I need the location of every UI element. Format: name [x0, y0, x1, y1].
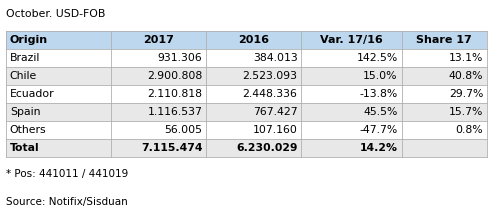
- Text: 15.7%: 15.7%: [449, 107, 483, 117]
- Text: 2.523.093: 2.523.093: [243, 71, 297, 81]
- Text: * Pos: 441011 / 441019: * Pos: 441011 / 441019: [6, 169, 128, 179]
- Text: October. USD-FOB: October. USD-FOB: [6, 9, 106, 19]
- Text: 767.427: 767.427: [253, 107, 297, 117]
- Text: Share 17: Share 17: [417, 35, 472, 45]
- Text: 7.115.474: 7.115.474: [141, 143, 202, 153]
- Bar: [6, 49, 487, 67]
- Bar: [6, 139, 487, 157]
- Text: Spain: Spain: [10, 107, 40, 117]
- Text: Var. 17/16: Var. 17/16: [320, 35, 383, 45]
- Text: 29.7%: 29.7%: [449, 89, 483, 99]
- Bar: [6, 85, 487, 103]
- Text: -13.8%: -13.8%: [359, 89, 398, 99]
- Text: 107.160: 107.160: [252, 125, 297, 135]
- Text: 13.1%: 13.1%: [449, 53, 483, 63]
- Text: Brazil: Brazil: [10, 53, 40, 63]
- Text: -47.7%: -47.7%: [359, 125, 398, 135]
- Text: 40.8%: 40.8%: [449, 71, 483, 81]
- Text: Chile: Chile: [10, 71, 37, 81]
- Text: Ecuador: Ecuador: [10, 89, 55, 99]
- Text: 931.306: 931.306: [157, 53, 202, 63]
- Bar: [6, 67, 487, 85]
- Bar: [6, 103, 487, 121]
- Text: Total: Total: [10, 143, 39, 153]
- Text: 2017: 2017: [143, 35, 174, 45]
- Text: 56.005: 56.005: [164, 125, 202, 135]
- Text: 384.013: 384.013: [253, 53, 297, 63]
- Text: 2.900.808: 2.900.808: [147, 71, 202, 81]
- Bar: [6, 121, 487, 139]
- Text: 1.116.537: 1.116.537: [147, 107, 202, 117]
- Text: 45.5%: 45.5%: [363, 107, 398, 117]
- Text: 15.0%: 15.0%: [363, 71, 398, 81]
- Text: 2016: 2016: [238, 35, 269, 45]
- Text: 2.110.818: 2.110.818: [147, 89, 202, 99]
- Text: 6.230.029: 6.230.029: [236, 143, 297, 153]
- Text: 142.5%: 142.5%: [356, 53, 398, 63]
- Bar: [6, 31, 487, 49]
- Text: 2.448.336: 2.448.336: [243, 89, 297, 99]
- Text: Source: Notifix/Sisduan: Source: Notifix/Sisduan: [6, 197, 128, 207]
- Text: Others: Others: [10, 125, 46, 135]
- Text: 0.8%: 0.8%: [456, 125, 483, 135]
- Text: 14.2%: 14.2%: [360, 143, 398, 153]
- Text: Origin: Origin: [10, 35, 48, 45]
